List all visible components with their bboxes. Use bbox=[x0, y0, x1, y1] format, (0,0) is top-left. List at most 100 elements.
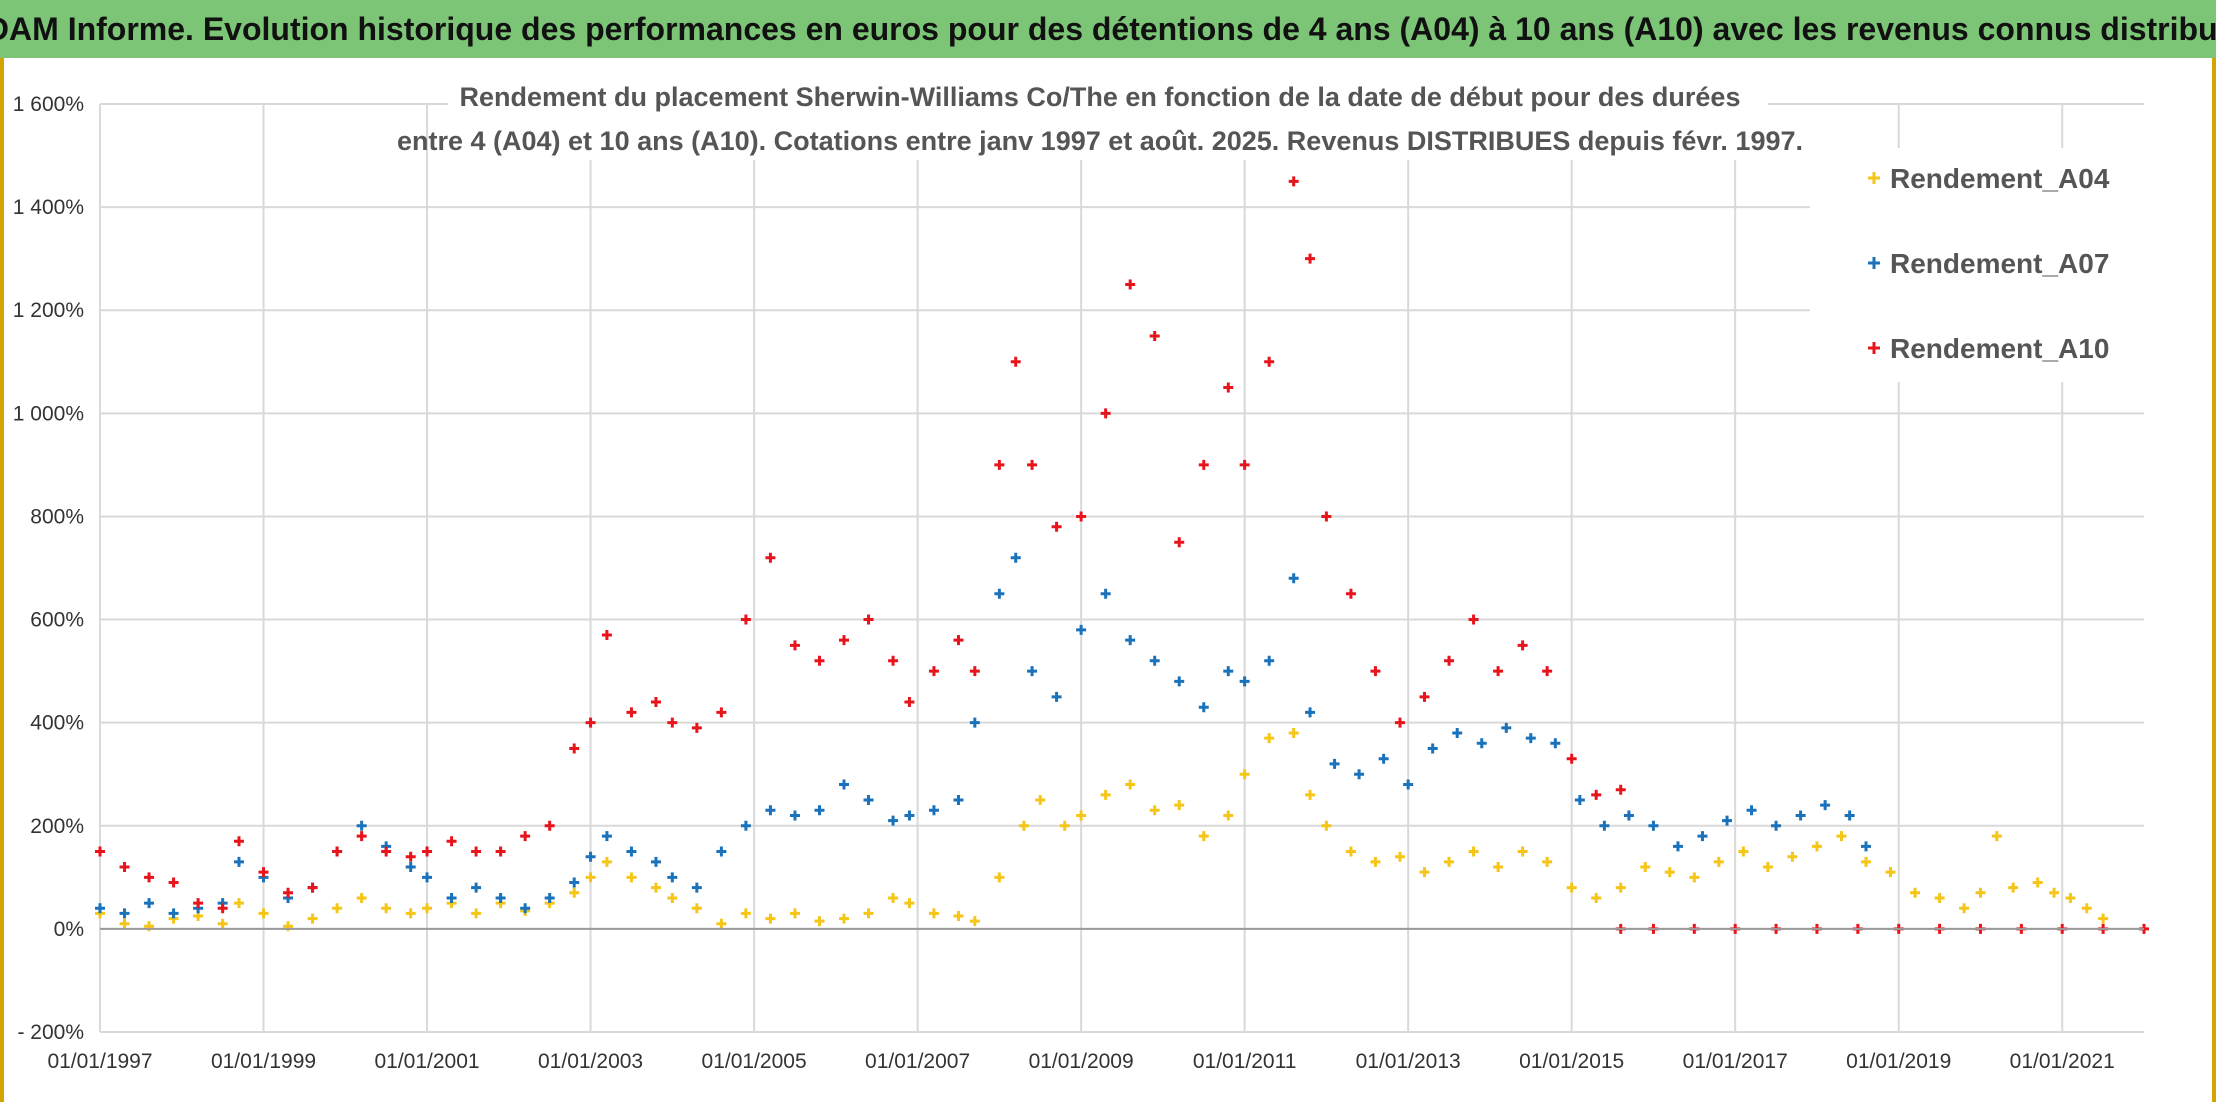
data-point bbox=[1370, 666, 1381, 677]
data-point bbox=[863, 795, 874, 805]
data-point bbox=[1076, 810, 1087, 821]
chart-area: - 200% 0% 200% 400% 600% 800% 1 000% 1 200% 1 40… bbox=[0, 58, 2216, 1102]
x-tick-label: 01/01/2007 bbox=[865, 1050, 970, 1073]
data-point bbox=[1329, 758, 1340, 769]
data-point bbox=[691, 903, 702, 914]
data-point bbox=[1264, 655, 1275, 666]
data-point bbox=[1264, 356, 1275, 367]
data-point bbox=[1566, 882, 1577, 893]
data-point bbox=[814, 655, 825, 666]
data-point bbox=[1370, 856, 1381, 867]
data-point bbox=[1378, 753, 1389, 764]
data-point bbox=[1345, 846, 1356, 857]
data-point bbox=[1076, 624, 1087, 635]
x-tick-label: 01/01/2021 bbox=[2010, 1050, 2115, 1073]
data-point bbox=[585, 872, 596, 883]
data-point bbox=[969, 916, 980, 927]
data-point bbox=[626, 707, 637, 718]
x-tick-label: 01/01/2013 bbox=[1356, 1050, 1461, 1073]
data-point bbox=[1149, 655, 1160, 666]
data-point bbox=[969, 666, 980, 677]
data-point bbox=[233, 898, 244, 909]
data-point bbox=[667, 872, 678, 883]
data-point bbox=[1493, 666, 1504, 677]
data-point bbox=[1550, 738, 1561, 749]
legend-item: Rendement_A07 bbox=[1868, 248, 2109, 279]
data-point bbox=[1844, 810, 1855, 821]
data-point bbox=[765, 805, 776, 816]
data-point bbox=[1591, 892, 1602, 903]
data-point bbox=[814, 805, 825, 816]
data-point bbox=[1664, 867, 1675, 878]
data-point bbox=[1738, 846, 1749, 857]
data-point bbox=[740, 614, 751, 625]
chart-title-line1: Rendement du placement Sherwin-Williams … bbox=[460, 82, 1741, 112]
data-point bbox=[1501, 722, 1512, 733]
data-point bbox=[1076, 511, 1087, 522]
data-point bbox=[650, 882, 661, 893]
data-point bbox=[1125, 635, 1136, 646]
data-point bbox=[1615, 882, 1626, 893]
data-point bbox=[2065, 892, 2076, 903]
data-point bbox=[1493, 862, 1504, 873]
data-point bbox=[1574, 795, 1585, 805]
data-point bbox=[953, 911, 964, 921]
data-point bbox=[307, 882, 318, 893]
data-point bbox=[1059, 820, 1070, 831]
data-point bbox=[193, 898, 204, 909]
y-tick-label: - 200% bbox=[17, 1021, 84, 1044]
data-point bbox=[1697, 831, 1708, 842]
data-point bbox=[691, 882, 702, 893]
data-point bbox=[1149, 805, 1160, 816]
data-point bbox=[471, 908, 482, 919]
data-point bbox=[446, 836, 457, 847]
data-point bbox=[1419, 691, 1430, 702]
data-point bbox=[1035, 795, 1046, 805]
chart-svg: - 200% 0% 200% 400% 600% 800% 1 000% 1 200% 1 40… bbox=[13, 60, 2149, 1073]
data-point bbox=[422, 846, 433, 857]
data-point bbox=[765, 913, 776, 924]
data-point bbox=[953, 635, 964, 646]
data-point bbox=[1100, 789, 1111, 800]
data-point bbox=[1959, 903, 1970, 914]
x-tick-label: 01/01/1997 bbox=[47, 1050, 152, 1073]
data-point bbox=[1811, 841, 1822, 852]
data-point bbox=[1623, 810, 1634, 821]
data-point bbox=[1198, 831, 1209, 842]
data-point bbox=[953, 795, 964, 805]
data-point bbox=[1820, 800, 1831, 811]
data-point bbox=[888, 655, 899, 666]
data-point bbox=[888, 815, 899, 826]
data-point bbox=[520, 903, 531, 914]
data-point bbox=[1991, 831, 2002, 842]
data-point bbox=[1910, 887, 1921, 898]
data-point bbox=[495, 892, 506, 903]
data-point bbox=[1321, 820, 1332, 831]
y-tick-label: 400% bbox=[30, 712, 84, 735]
data-point bbox=[1223, 810, 1234, 821]
x-tick-label: 01/01/2019 bbox=[1846, 1050, 1951, 1073]
y-tick-label: 600% bbox=[30, 609, 84, 632]
data-point bbox=[544, 892, 555, 903]
legend-marker bbox=[1868, 342, 1880, 354]
data-point bbox=[2049, 887, 2060, 898]
x-tick-label: 01/01/2015 bbox=[1519, 1050, 1624, 1073]
data-point bbox=[1027, 666, 1038, 677]
data-point bbox=[1542, 856, 1553, 867]
y-tick-label: 200% bbox=[30, 815, 84, 838]
data-point bbox=[650, 856, 661, 867]
data-point bbox=[1305, 707, 1316, 718]
data-point bbox=[839, 635, 850, 646]
data-point bbox=[1861, 856, 1872, 867]
data-point bbox=[1746, 805, 1757, 816]
data-point bbox=[1100, 588, 1111, 599]
data-point bbox=[1394, 851, 1405, 862]
banner-title: ADAM Informe. Evolution historique des p… bbox=[0, 0, 2216, 58]
data-point bbox=[283, 887, 294, 898]
legend-item: Rendement_A10 bbox=[1868, 333, 2109, 364]
data-point bbox=[1288, 727, 1299, 738]
x-tick-label: 01/01/2011 bbox=[1193, 1050, 1297, 1073]
data-point bbox=[1525, 733, 1536, 744]
y-tick-label: 1 600% bbox=[13, 93, 84, 116]
